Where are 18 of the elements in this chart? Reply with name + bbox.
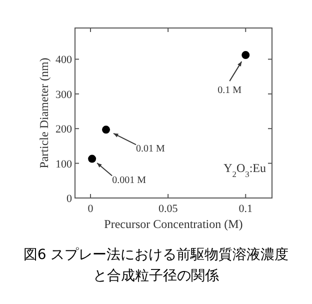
point [102, 126, 110, 134]
y-tick-label: 300 [56, 88, 72, 101]
y-axis-title: Particle Diameter (nm) [37, 58, 51, 168]
annotation: Y$_{2}$O$_{3}$:Eu [224, 161, 266, 178]
annotation: 0.001 M [112, 174, 146, 186]
annotation: 0.1 M [218, 85, 242, 96]
text: 図6 スプレー法における前駆物質溶液濃度と合成粒子径の関係 [22, 246, 290, 286]
point [242, 51, 250, 60]
x-tick-label: 0.1 [238, 203, 253, 215]
y-tick-label: 200 [56, 124, 72, 136]
y-tick-label: 400 [56, 54, 72, 66]
x-axis-title: Precursor Concentration (M) [104, 217, 243, 231]
point [88, 154, 96, 163]
x-tick-label: 0.05 [158, 203, 178, 215]
annotation: 0.01 M [136, 144, 166, 155]
y-tick-label: 0 [66, 193, 72, 205]
x-tick-label: 0 [88, 203, 94, 215]
y-tick-label: 100 [56, 158, 72, 170]
